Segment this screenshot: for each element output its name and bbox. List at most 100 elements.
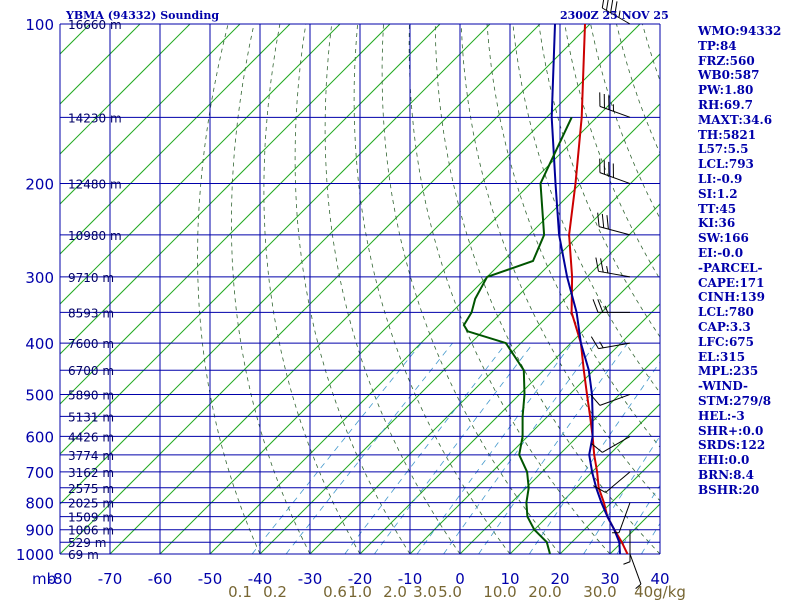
height-label: 2025 m — [68, 497, 114, 511]
index-item: L57:5.5 — [698, 142, 749, 157]
isotherm-lines — [60, 24, 660, 554]
index-item: -WIND- — [698, 379, 748, 394]
isotherm — [60, 24, 341, 305]
height-label: 9710 m — [68, 271, 114, 285]
index-item: WMO:94332 — [698, 24, 782, 38]
index-item: FRZ:560 — [698, 53, 755, 68]
index-item: CAPE:171 — [698, 275, 765, 290]
pressure-tick-label: 1000 — [16, 546, 54, 564]
isotherm — [359, 253, 660, 554]
isotherm — [259, 153, 660, 554]
temperature-tick-label: -80 — [48, 570, 73, 588]
height-label: 3774 m — [68, 449, 114, 463]
isotherm — [60, 24, 391, 355]
wind-barb — [591, 435, 631, 453]
height-label: 1006 m — [68, 524, 114, 538]
pressure-tick-label: 100 — [25, 16, 54, 34]
height-label: 14230 m — [68, 111, 122, 125]
index-item: KI:36 — [698, 216, 736, 231]
index-item: SW:166 — [698, 231, 749, 246]
isotherm — [509, 403, 660, 554]
wind-barb — [595, 257, 631, 278]
wind-barb — [597, 212, 631, 236]
isotherm — [209, 103, 660, 554]
index-item: CAP:3.3 — [698, 319, 751, 334]
index-item: LCL:793 — [698, 157, 754, 172]
pressure-tick-label: 300 — [25, 269, 54, 287]
mixing-ratio-label: 20.0 — [528, 583, 561, 600]
index-item: BRN:8.4 — [698, 467, 754, 482]
isotherm — [60, 24, 191, 155]
height-label: 12480 m — [68, 178, 122, 192]
index-item: BSHR:20 — [698, 482, 760, 497]
indices-panel: WMO:94332 TP:84 FRZ:560 WB0:587 PW:1.80 RH:69… — [698, 24, 798, 498]
isotherm — [60, 24, 241, 205]
index-item: WB0:587 — [698, 68, 760, 83]
index-item: TT:45 — [698, 201, 737, 216]
index-item: MPL:235 — [698, 364, 759, 379]
height-label: 5890 m — [68, 388, 114, 402]
index-item: SHR+:0.0 — [698, 423, 764, 438]
height-label: 4426 m — [68, 430, 114, 444]
index-item: SRDS:122 — [698, 438, 766, 453]
index-item: LCL:780 — [698, 305, 754, 320]
isotherm — [60, 24, 441, 405]
index-item: LI:-0.9 — [698, 171, 743, 186]
temperature-tick-label: -20 — [348, 570, 373, 588]
sounding-profiles — [462, 24, 629, 554]
index-item: STM:279/8 — [698, 393, 772, 408]
pressure-tick-label: 600 — [25, 428, 54, 446]
wind-barb — [599, 158, 631, 185]
temperature-tick-label: -70 — [98, 570, 123, 588]
index-item: CINH:139 — [698, 290, 765, 305]
isotherm — [60, 24, 541, 505]
index-item: SI:1.2 — [698, 186, 738, 201]
isotherm — [409, 303, 660, 554]
height-label: 16660 m — [68, 18, 122, 32]
mixing-ratio-label: 2.0 — [383, 583, 407, 600]
temperature-tick-label: 10 — [500, 570, 519, 588]
mixing-ratio-label: 10.0 — [483, 583, 516, 600]
pressure-lines — [59, 23, 661, 555]
index-item: TP:84 — [698, 38, 737, 53]
pressure-tick-label: 500 — [25, 386, 54, 404]
isotherm — [459, 353, 660, 554]
mixing-ratio-label: 40g/kg — [634, 583, 686, 600]
temperature-tick-label: 0 — [455, 570, 465, 588]
isotherm — [60, 24, 291, 255]
temperature-tick-label: -30 — [298, 570, 323, 588]
isotherm — [559, 453, 660, 554]
temperature-tick-label: 30 — [600, 570, 619, 588]
pressure-tick-label: 900 — [25, 522, 54, 540]
temperature-tick-label: -60 — [148, 570, 173, 588]
timestamp: 2300Z 25 NOV 25 — [560, 9, 669, 22]
temperature-tick-label: -40 — [248, 570, 273, 588]
x-unit-label: mb — [32, 570, 56, 588]
mixing-ratio-label: 3.0 — [413, 583, 437, 600]
index-item: LFC:675 — [698, 334, 754, 349]
height-label: 6700 m — [68, 364, 114, 378]
mixing-ratio-label: 0.6 — [323, 583, 347, 600]
height-label: 69 m — [68, 548, 99, 562]
mixing-ratio-label: 5.0 — [438, 583, 462, 600]
wind-barb — [601, 0, 631, 25]
height-label: 8593 m — [68, 306, 114, 320]
wind-barb — [623, 529, 631, 565]
pressure-tick-label: 800 — [25, 495, 54, 513]
wind-barb — [593, 471, 631, 493]
temperature-tick-label: 20 — [550, 570, 569, 588]
mixing-ratio-label: 1.0 — [348, 583, 372, 600]
pressure-tick-label: 200 — [25, 176, 54, 194]
index-item: HEL:-3 — [698, 408, 745, 423]
isotherm — [159, 53, 660, 554]
station-title: YBMA (94332) Sounding — [66, 9, 220, 22]
height-label: 10980 m — [68, 229, 122, 243]
height-label: 3162 m — [68, 466, 114, 480]
index-item: MAXT:34.6 — [698, 112, 773, 127]
wind-barb — [612, 502, 631, 534]
index-item: EL:315 — [698, 349, 746, 364]
isotherm — [60, 24, 591, 554]
pressure-tick-label: 400 — [25, 335, 54, 353]
